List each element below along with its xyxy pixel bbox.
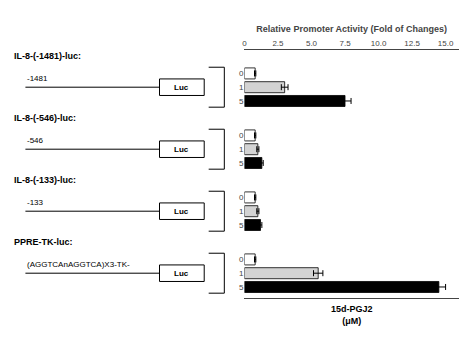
svg-text:0: 0 xyxy=(239,193,244,202)
svg-text:Luc: Luc xyxy=(174,83,189,92)
svg-text:15d-PGJ2(μM): 15d-PGJ2(μM) xyxy=(331,304,373,326)
svg-text:1: 1 xyxy=(239,83,244,92)
svg-text:0: 0 xyxy=(239,131,244,140)
svg-text:5: 5 xyxy=(239,97,244,106)
svg-text:5: 5 xyxy=(239,159,244,168)
svg-text:IL-8-(-133)-luc:: IL-8-(-133)-luc: xyxy=(14,175,76,185)
svg-text:2.5: 2.5 xyxy=(272,39,284,48)
svg-text:1: 1 xyxy=(239,207,244,216)
svg-text:5.0: 5.0 xyxy=(306,39,318,48)
svg-text:12.5: 12.5 xyxy=(404,39,420,48)
svg-text:-133: -133 xyxy=(27,198,44,207)
svg-text:Luc: Luc xyxy=(174,207,189,216)
svg-text:Luc: Luc xyxy=(174,145,189,154)
svg-text:1: 1 xyxy=(239,145,244,154)
svg-text:-1481: -1481 xyxy=(27,74,48,83)
svg-text:-546: -546 xyxy=(27,136,44,145)
svg-text:IL-8-(-1481)-luc:: IL-8-(-1481)-luc: xyxy=(14,51,81,61)
svg-text:5: 5 xyxy=(239,221,244,230)
svg-text:Relative Promoter Activity (Fo: Relative Promoter Activity (Fold of Chan… xyxy=(256,24,447,34)
svg-text:IL-8-(-546)-luc:: IL-8-(-546)-luc: xyxy=(14,113,76,123)
svg-text:PPRE-TK-luc:: PPRE-TK-luc: xyxy=(14,237,73,247)
svg-text:10.0: 10.0 xyxy=(371,39,387,48)
svg-text:7.5: 7.5 xyxy=(339,39,351,48)
svg-text:0: 0 xyxy=(239,69,244,78)
svg-text:(AGGTCAnAGGTCA)X3-TK-: (AGGTCAnAGGTCA)X3-TK- xyxy=(27,260,130,269)
svg-text:15.0: 15.0 xyxy=(438,39,454,48)
svg-text:5: 5 xyxy=(239,283,244,292)
svg-text:Luc: Luc xyxy=(174,269,189,278)
svg-text:0: 0 xyxy=(239,255,244,264)
svg-text:1: 1 xyxy=(239,269,244,278)
svg-text:0: 0 xyxy=(242,39,247,48)
